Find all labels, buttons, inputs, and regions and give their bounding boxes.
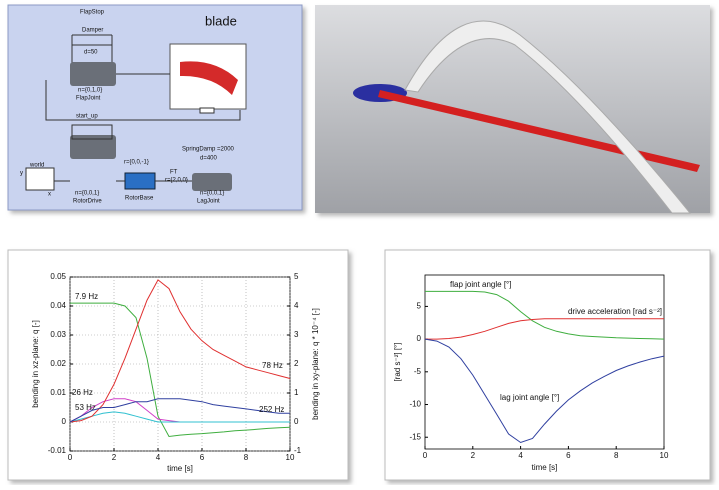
diagram-label: d=50 — [84, 50, 98, 56]
diagram-label: r={0,0,-1} — [124, 160, 149, 166]
x-axis-label: time [s] — [167, 464, 193, 473]
x-tick-label: 6 — [566, 451, 571, 460]
diagram-label: n={0,0,1} — [75, 191, 99, 197]
diagram-label: y — [20, 171, 23, 177]
y2-tick-label: 0 — [294, 417, 299, 426]
y-tick-label: 0.05 — [50, 272, 66, 281]
diagram-label: FT — [170, 170, 178, 176]
y-tick-label: -0.01 — [48, 446, 67, 455]
y2-tick-label: 4 — [294, 301, 299, 310]
x-tick-label: 4 — [518, 451, 523, 460]
x-tick-label: 0 — [423, 451, 428, 460]
lagjoint-icon — [192, 173, 232, 191]
diagram-label: RotorDrive — [73, 199, 102, 205]
diagram-label: start_up — [76, 114, 98, 120]
y-axis-label: [rad s⁻²] [°] — [393, 343, 402, 382]
x-tick-label: 2 — [471, 451, 476, 460]
series-label: flap joint angle [°] — [450, 280, 511, 289]
diagram-title: blade — [205, 13, 237, 28]
diagram-label: RotorBase — [125, 196, 154, 202]
port — [200, 108, 214, 113]
y-tick-label: 0.02 — [50, 359, 66, 368]
figure: blade FlapStop Damper d=50 n={0,1,0} FlapJoi… — [0, 0, 719, 485]
x-tick-label: 8 — [244, 453, 249, 462]
diagram-label: FlapStop — [80, 10, 105, 16]
diagram-label: Damper — [82, 28, 103, 34]
series-label: lag joint angle [°] — [500, 393, 559, 402]
diagram-label: d=400 — [200, 156, 218, 162]
x-tick-label: 10 — [660, 451, 669, 460]
diagram-label: world — [29, 163, 44, 169]
y-tick-label: 0.04 — [50, 301, 66, 310]
diagram-label: SpringDamp =2000 — [182, 147, 235, 153]
series-label: 78 Hz — [262, 361, 283, 370]
series-label: 53 Hz — [75, 403, 96, 412]
y2-tick-label: 3 — [294, 330, 299, 339]
x-axis-label: time [s] — [532, 463, 558, 472]
series-label: 26 Hz — [72, 388, 93, 397]
y2-tick-label: 1 — [294, 388, 299, 397]
y-tick-label: -10 — [409, 400, 421, 409]
y-tick-label: 0 — [417, 334, 422, 343]
series-label: 7.9 Hz — [75, 292, 98, 301]
y-tick-label: -5 — [414, 367, 422, 376]
world-box — [26, 168, 54, 190]
diagram-label: LagJoint — [197, 199, 220, 205]
series-label: drive acceleration [rad s⁻²] — [568, 307, 662, 316]
x-tick-label: 0 — [68, 453, 73, 462]
x-tick-label: 8 — [614, 451, 619, 460]
diagram-label: x — [48, 192, 51, 198]
x-tick-label: 4 — [156, 453, 161, 462]
y-tick-label: 5 — [417, 302, 422, 311]
y2-tick-label: 5 — [294, 272, 299, 281]
chart-panel — [385, 250, 710, 480]
y2-tick-label: 2 — [294, 359, 299, 368]
diagram-label: FlapJoint — [76, 96, 101, 102]
diagram-label: r={2,0,0} — [165, 178, 188, 184]
diagram-label: n={0,1,0} — [78, 88, 102, 94]
diagram-panel: blade FlapStop Damper d=50 n={0,1,0} FlapJoi… — [8, 5, 302, 210]
y-axis-label: bending in xz-plane: q [-] — [31, 320, 40, 408]
y-tick-label: 0.01 — [50, 388, 66, 397]
x-tick-label: 2 — [112, 453, 117, 462]
render-panel — [315, 5, 710, 213]
diagram-label: n={0,0,1} — [200, 191, 224, 197]
flapjoint-icon — [70, 62, 116, 86]
y-tick-label: 0.03 — [50, 330, 66, 339]
y2-axis-label: bending in xy-plane: q * 10⁻⁴ [-] — [311, 308, 320, 420]
rotorbase-icon — [125, 173, 155, 189]
series-label: 252 Hz — [259, 405, 284, 414]
y-tick-label: 0 — [62, 417, 67, 426]
y-tick-label: -15 — [409, 432, 421, 441]
y2-tick-label: -1 — [294, 446, 302, 455]
x-tick-label: 6 — [200, 453, 205, 462]
